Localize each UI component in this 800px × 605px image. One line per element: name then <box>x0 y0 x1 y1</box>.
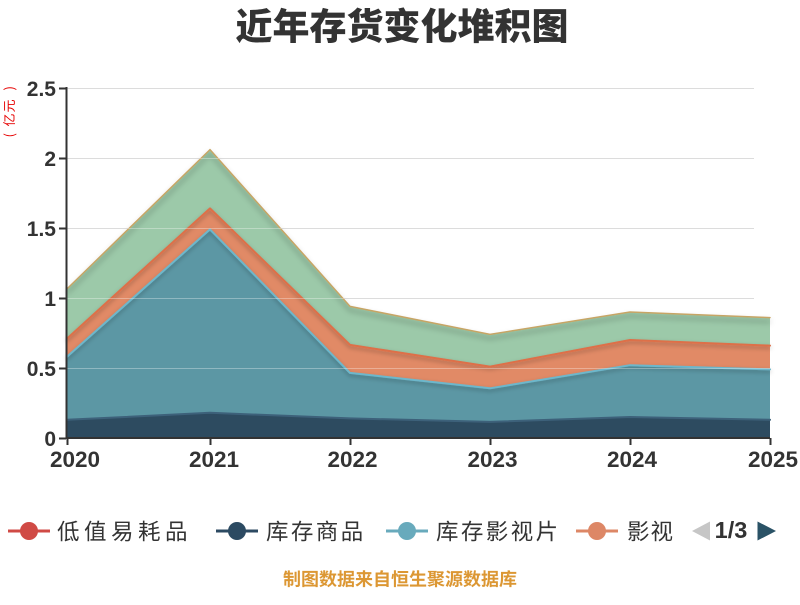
svg-text:2025: 2025 <box>748 447 798 472</box>
svg-text:2023: 2023 <box>467 447 517 472</box>
svg-text:2022: 2022 <box>327 447 377 472</box>
svg-text:2021: 2021 <box>189 447 239 472</box>
svg-text:2020: 2020 <box>50 447 100 472</box>
svg-text:0.5: 0.5 <box>27 358 57 381</box>
svg-text:1: 1 <box>44 288 56 311</box>
svg-text:1/3: 1/3 <box>715 517 748 543</box>
svg-text:2.5: 2.5 <box>27 78 57 101</box>
svg-text:1.5: 1.5 <box>27 218 57 241</box>
svg-text:2: 2 <box>44 148 56 171</box>
svg-text:2024: 2024 <box>607 447 658 472</box>
svg-text:0: 0 <box>44 428 56 451</box>
